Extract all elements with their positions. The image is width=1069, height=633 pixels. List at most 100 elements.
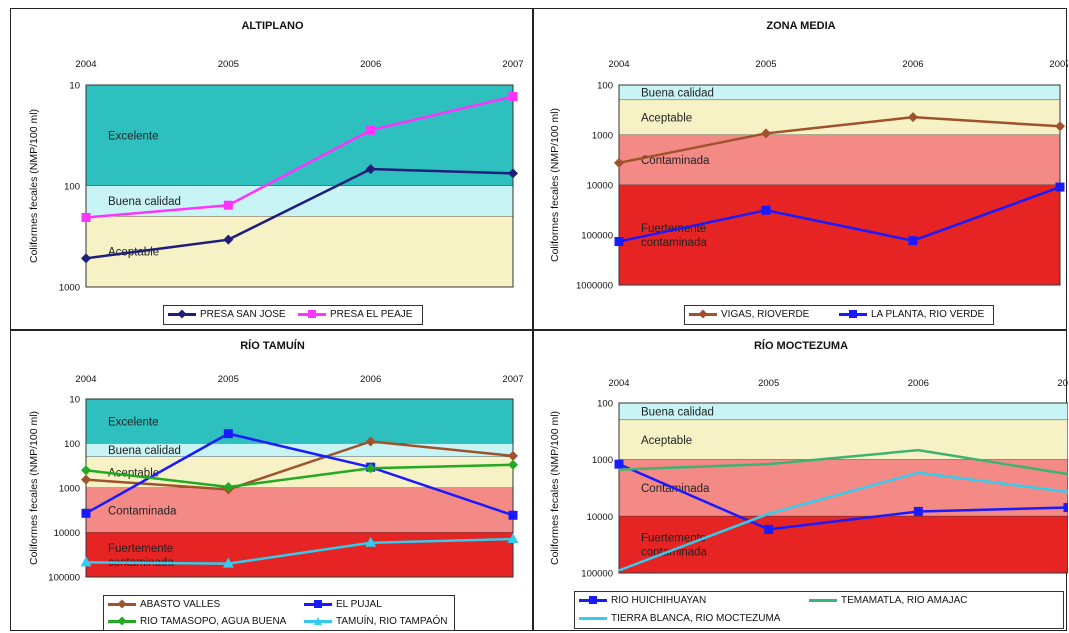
band-contaminada: [619, 135, 1060, 185]
data-point-presa-san-jose: [223, 234, 234, 245]
data-point-tamuin-rio-tampaon: [222, 557, 234, 568]
data-point-el-pujal: [508, 510, 518, 520]
legend-label: TAMUÍN, RIO TAMPAÓN: [336, 615, 448, 627]
series-line-la-planta-rio-verde: [618, 185, 1061, 243]
legend-item: TIERRA BLANCA, RIO MOCTEZUMA: [579, 612, 780, 624]
y-tick-label: 100: [597, 399, 613, 410]
y-tick-label: 100: [597, 81, 613, 92]
y-tick-label: 10000: [587, 512, 613, 523]
x-tick-label: 2005: [758, 378, 779, 389]
x-tick-label: 2004: [608, 378, 629, 389]
chart-title: ALTIPLANO: [241, 20, 304, 32]
data-point-rio-huichihuayan: [1063, 503, 1068, 513]
legend-label: EL PUJAL: [336, 598, 382, 610]
band-fuertemente-contaminada: [619, 516, 1068, 573]
x-tick-label: 2005: [218, 59, 239, 70]
data-point-la-planta-rio-verde: [908, 236, 918, 246]
data-point-rio-tamasopo-agua-buena: [365, 463, 376, 474]
band-aceptable: [619, 100, 1060, 135]
data-point-la-planta-rio-verde: [614, 237, 624, 247]
chart-svg-rio-moctezuma: Buena calidadAceptableContaminadaFuertem…: [549, 339, 1068, 580]
x-tick-label: 2007: [502, 59, 523, 70]
data-point-abasto-valles: [81, 474, 91, 485]
series-line-rio-huichihuayan: [618, 463, 1068, 531]
y-tick-label: 10: [69, 395, 80, 406]
legend-item: LA PLANTA, RIO VERDE: [839, 308, 984, 320]
series-line-vigas-rioverde: [618, 115, 1061, 165]
band-label: Aceptable: [641, 113, 692, 125]
y-tick-label: 1000: [592, 131, 613, 142]
x-tick-label: 2004: [608, 59, 629, 70]
legend-swatch: [304, 598, 332, 610]
series-line-temamatla-rio-amajac: [618, 448, 1068, 476]
chart-title: ZONA MEDIA: [766, 20, 835, 32]
series-line-tamuin-rio-tampaon: [85, 537, 514, 565]
data-point-el-pujal: [223, 429, 233, 439]
data-point-presa-san-jose: [508, 168, 518, 179]
x-tick-label: 2006: [360, 374, 381, 385]
data-point-tamuin-rio-tampaon: [365, 536, 377, 547]
data-point-rio-huichihuayan: [913, 506, 923, 516]
chart-svg-zona-media: Buena calidadAceptableContaminadaFuertem…: [549, 20, 1068, 292]
band-buena-calidad: [619, 85, 1060, 101]
legend-swatch: [839, 308, 867, 320]
x-tick-label: 2007: [1057, 378, 1068, 389]
x-tick-label: 2006: [902, 59, 923, 70]
band-excelente: [86, 85, 513, 186]
plot-frame: [85, 84, 514, 288]
data-point-vigas-rioverde: [761, 128, 771, 139]
band-contaminada: [619, 459, 1068, 517]
legend-label: TIERRA BLANCA, RIO MOCTEZUMA: [611, 612, 781, 624]
band-label: Fuertemente: [108, 543, 173, 555]
legend-item: PRESA SAN JOSE: [168, 308, 286, 320]
band-buena-calidad: [619, 403, 1068, 421]
legend-swatch: [689, 308, 717, 320]
legend: RIO HUICHIHUAYAN TEMAMATLA, RIO AMAJAC TIE…: [574, 591, 1064, 629]
data-point-tamuin-rio-tampaon: [507, 533, 519, 544]
x-tick-label: 2005: [755, 59, 776, 70]
legend-swatch: [579, 612, 607, 624]
x-tick-label: 2004: [75, 374, 96, 385]
y-tick-label: 100000: [581, 231, 613, 242]
y-tick-label: 1000: [59, 484, 80, 495]
data-point-vigas-rioverde: [908, 112, 918, 123]
band-aceptable: [86, 216, 513, 287]
x-tick-label: 2005: [218, 374, 239, 385]
legend: ABASTO VALLES EL PUJAL RIO TAMASOPO, AGUA …: [103, 595, 455, 631]
series-line-tierra-blanca-rio-moctezuma: [618, 471, 1068, 572]
x-tick-label: 2007: [502, 374, 523, 385]
band-label: contaminada: [641, 237, 707, 249]
legend-item: TAMUÍN, RIO TAMPAÓN: [304, 615, 447, 627]
band-label: Buena calidad: [641, 407, 714, 419]
band-fuertemente-contaminada: [86, 532, 513, 577]
chart-panel-rio-tamuin: Excelente Buena calidad Aceptable Contamina…: [10, 330, 533, 631]
legend-label: PRESA SAN JOSE: [200, 308, 286, 320]
y-tick-label: 1000: [59, 283, 80, 294]
legend-label: PRESA EL PEAJE: [330, 308, 413, 320]
data-point-abasto-valles: [508, 450, 518, 461]
data-point-presa-el-peaje: [81, 212, 91, 222]
band-label: Contaminada: [108, 505, 177, 517]
data-point-rio-tamasopo-agua-buena: [81, 465, 91, 476]
band-label: Excelente: [108, 416, 159, 428]
band-label: Excelente: [108, 131, 159, 143]
legend-swatch: [809, 594, 837, 606]
band-contaminada: [86, 488, 513, 533]
y-axis-label: Coliformes fecales (NMP/100 ml): [549, 411, 561, 565]
band-fuertemente-contaminada: [619, 185, 1060, 285]
band-aceptable: [619, 420, 1068, 460]
legend-item: TEMAMATLA, RIO AMAJAC: [809, 594, 968, 606]
y-tick-label: 10000: [54, 528, 80, 539]
x-tick-label: 2004: [75, 59, 96, 70]
legend-swatch: [108, 615, 136, 627]
legend-item: EL PUJAL: [304, 598, 382, 610]
data-point-el-pujal: [81, 508, 91, 518]
data-point-presa-san-jose: [81, 253, 91, 264]
x-tick-label: 2006: [908, 378, 929, 389]
y-axis-label: Coliformes fecales (NMP/100 ml): [28, 411, 40, 565]
legend: PRESA SAN JOSE PRESA EL PEAJE: [163, 305, 423, 325]
legend-item: ABASTO VALLES: [108, 598, 220, 610]
legend-swatch: [579, 594, 607, 606]
